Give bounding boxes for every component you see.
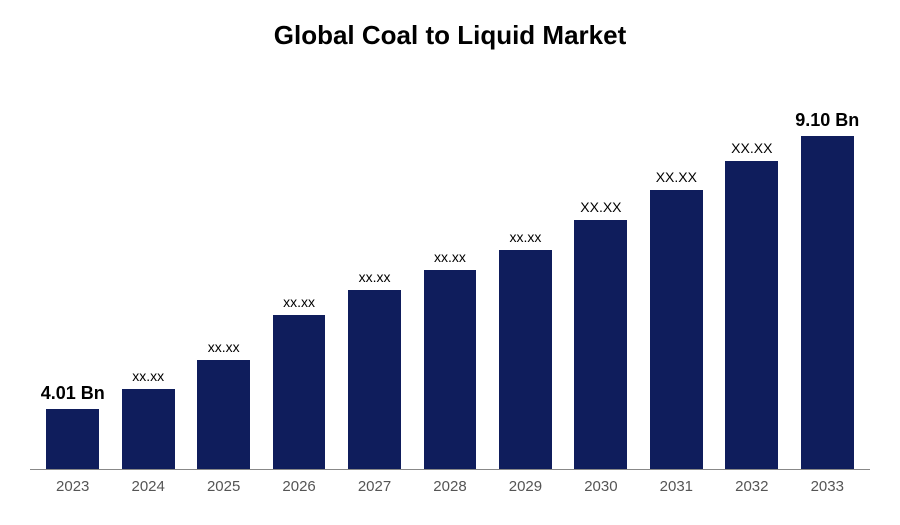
bar	[650, 190, 703, 469]
bar	[348, 290, 401, 469]
bar-value-label: XX.XX	[656, 169, 697, 185]
bar-group: xx.xx	[412, 71, 487, 469]
x-axis-tick: 2028	[412, 478, 487, 495]
bar-value-label: xx.xx	[208, 339, 240, 355]
bar-value-label: 4.01 Bn	[41, 383, 105, 404]
bar-group: xx.xx	[186, 71, 261, 469]
bar	[499, 250, 552, 469]
bar-group: XX.XX	[563, 71, 638, 469]
bar	[197, 360, 250, 469]
bar-group: xx.xx	[488, 71, 563, 469]
x-axis: 2023202420252026202720282029203020312032…	[30, 470, 870, 495]
x-axis-tick: 2024	[110, 478, 185, 495]
x-axis-tick: 2031	[639, 478, 714, 495]
bar-group: XX.XX	[714, 71, 789, 469]
bar	[725, 161, 778, 469]
bar	[424, 270, 477, 469]
bar	[801, 136, 854, 469]
bar	[273, 315, 326, 469]
x-axis-tick: 2027	[337, 478, 412, 495]
x-axis-tick: 2033	[790, 478, 865, 495]
bar-value-label: xx.xx	[359, 269, 391, 285]
x-axis-tick: 2030	[563, 478, 638, 495]
chart-title: Global Coal to Liquid Market	[30, 20, 870, 51]
x-axis-tick: 2023	[35, 478, 110, 495]
x-axis-tick: 2025	[186, 478, 261, 495]
bar-group: xx.xx	[110, 71, 185, 469]
bar-group: 4.01 Bn	[35, 71, 110, 469]
bar-group: xx.xx	[337, 71, 412, 469]
bar-value-label: xx.xx	[283, 294, 315, 310]
plot-area: 4.01 Bn xx.xx xx.xx xx.xx xx.xx xx.xx xx.xx XX.…	[30, 71, 870, 470]
bar	[46, 409, 99, 469]
x-axis-tick: 2026	[261, 478, 336, 495]
chart-container: Global Coal to Liquid Market 4.01 Bn xx.x…	[0, 0, 900, 525]
bar	[574, 220, 627, 469]
bar-group: xx.xx	[261, 71, 336, 469]
bar-value-label: xx.xx	[434, 249, 466, 265]
bar-value-label: XX.XX	[580, 199, 621, 215]
bar-value-label: xx.xx	[132, 368, 164, 384]
x-axis-tick: 2032	[714, 478, 789, 495]
bar-value-label: xx.xx	[510, 229, 542, 245]
bar-group: XX.XX	[639, 71, 714, 469]
x-axis-tick: 2029	[488, 478, 563, 495]
bar-value-label: 9.10 Bn	[795, 110, 859, 131]
bar-group: 9.10 Bn	[790, 71, 865, 469]
bar-value-label: XX.XX	[731, 140, 772, 156]
bar	[122, 389, 175, 469]
